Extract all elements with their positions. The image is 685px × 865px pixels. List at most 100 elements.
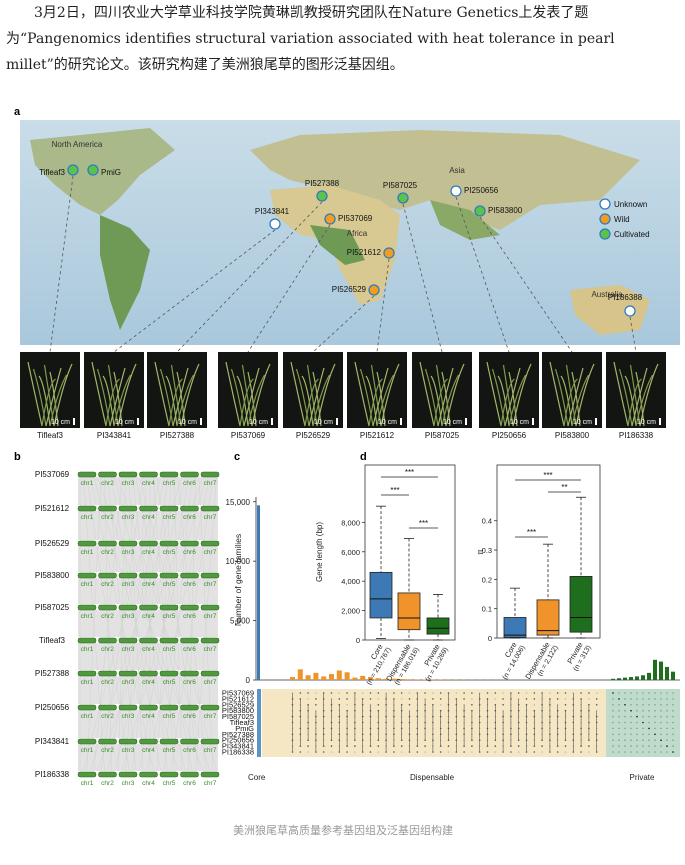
chromosome-label: chr2 <box>101 780 114 787</box>
scale-bar <box>659 418 661 425</box>
chromosome-label: chr7 <box>204 679 217 686</box>
chromosome-label: chr6 <box>183 747 196 754</box>
matrix-dot <box>307 698 309 700</box>
bar <box>383 678 389 680</box>
matrix-dot <box>463 751 465 753</box>
matrix-dot <box>447 745 450 747</box>
chromosome <box>98 572 117 579</box>
plant-leaf <box>172 367 189 427</box>
plant-leaf <box>32 368 47 427</box>
legend-label: Wild <box>614 215 630 224</box>
matrix-dot <box>660 727 662 730</box>
y-tick-label: 10,000 <box>226 557 251 566</box>
map-link <box>113 229 276 353</box>
matrix-dot <box>672 692 674 694</box>
panel-letter: a <box>14 106 21 118</box>
plant-leaf <box>424 368 439 427</box>
matrix-dot <box>486 751 489 753</box>
box <box>536 599 560 636</box>
y-axis-label: Gene length (bp) <box>315 522 324 582</box>
chromosome-label: chr1 <box>81 713 94 720</box>
matrix-dot <box>624 751 626 753</box>
matrix-dot <box>618 715 620 718</box>
bar <box>407 679 412 680</box>
plant-leaf <box>368 378 383 427</box>
matrix-dot <box>642 692 644 694</box>
plant-leaf <box>49 374 68 427</box>
scale-bar <box>400 418 402 425</box>
region-label: North America <box>52 140 103 149</box>
matrix-dot <box>315 704 317 706</box>
chromosome <box>77 738 97 745</box>
matrix-dot <box>654 751 656 753</box>
plant-leaf <box>502 364 514 427</box>
chromosome-label: chr2 <box>101 549 114 556</box>
matrix-dot <box>588 745 590 747</box>
matrix-dot <box>541 751 543 753</box>
plant-leaf <box>639 363 659 427</box>
chromosome <box>200 505 220 512</box>
matrix-dot <box>377 751 380 753</box>
chromosome-label: chr5 <box>163 480 176 487</box>
synteny-band <box>78 676 218 704</box>
chromosome <box>180 540 199 547</box>
plant-leaf <box>290 361 306 427</box>
matrix-dot <box>618 745 620 747</box>
matrix-dot <box>642 698 644 700</box>
chromosome-label: chr5 <box>163 713 176 720</box>
chromosome-label: chr2 <box>101 514 114 521</box>
matrix-dot <box>660 698 662 700</box>
matrix-dot <box>666 692 668 694</box>
chromosome <box>98 670 117 677</box>
accession-point <box>397 192 409 204</box>
matrix-dot <box>630 692 632 694</box>
chromosome <box>139 572 158 579</box>
matrix-dot <box>636 715 638 718</box>
matrix-dot <box>322 751 325 753</box>
chromosome <box>200 771 220 778</box>
accession-label: PI587025 <box>383 181 418 190</box>
matrix-dot <box>612 733 614 736</box>
bar <box>321 676 327 680</box>
intro-paragraph: 3月2日，四川农业大学草业科技学院黄琳凯教授研究团队在Nature Geneti… <box>6 5 615 73</box>
matrix-dot <box>624 727 626 730</box>
accession-label: PmiG <box>101 168 121 177</box>
chromosome <box>200 637 220 644</box>
chromosome <box>118 771 138 778</box>
photo-caption: PI250656 <box>492 431 527 440</box>
bar <box>399 679 405 680</box>
bar <box>305 675 311 680</box>
matrix-dot <box>354 751 356 753</box>
matrix-dot <box>338 692 341 694</box>
plant-leaf <box>618 368 633 427</box>
scale-label: 10 cm <box>178 419 197 426</box>
plant-leaf <box>512 363 532 427</box>
plant-leaf <box>354 361 370 427</box>
genome-label: PI527388 <box>35 669 70 678</box>
plant-leaf <box>419 361 435 427</box>
matrix-dot <box>624 704 626 706</box>
genome-label: PI583800 <box>35 571 70 580</box>
chromosome <box>159 738 179 745</box>
matrix-dot <box>624 692 626 694</box>
matrix-dot <box>549 692 551 694</box>
matrix-dot <box>636 709 638 712</box>
bar <box>368 677 373 680</box>
accession-label: PI583800 <box>488 206 523 215</box>
plant-leaf <box>41 378 56 427</box>
plant-leaf <box>109 367 126 427</box>
matrix-dot <box>556 698 559 700</box>
accession-point <box>87 164 99 176</box>
bar <box>344 672 350 680</box>
plant-leaf <box>316 363 336 427</box>
bar <box>297 669 303 680</box>
chromosome-label: chr6 <box>183 780 196 787</box>
matrix-dot <box>624 715 626 718</box>
y-tick-label: 8,000 <box>341 518 360 527</box>
matrix-dot <box>424 745 426 747</box>
y-tick-label: 0 <box>246 676 251 685</box>
plant-leaf <box>176 374 195 427</box>
map-link <box>312 295 375 353</box>
matrix-dot <box>612 692 614 694</box>
accession-point <box>368 284 380 296</box>
